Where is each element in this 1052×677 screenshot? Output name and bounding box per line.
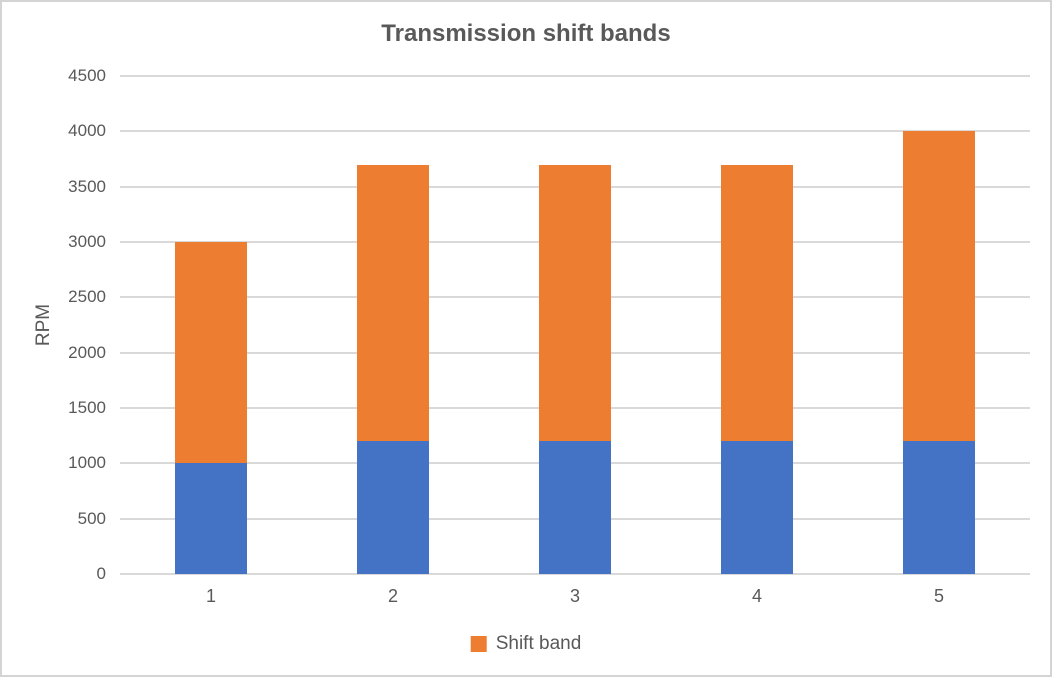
bar-4-segment-shift-band[interactable]: [721, 164, 793, 442]
bar-5-segment-series0[interactable]: [903, 441, 975, 574]
x-axis-tick-label: 3: [569, 586, 581, 606]
plot-area: [120, 75, 1030, 575]
legend-swatch-shift-band[interactable]: [470, 636, 487, 652]
y-axis-tick-labels: 0 500 1000 1500 2000 2500 3000 3500 4000 4500: [2, 66, 106, 583]
x-axis-tick-labels: 1 2 3 4 5: [120, 586, 1030, 610]
y-axis-tick-label: 500: [77, 508, 106, 528]
bar-4-segment-series0[interactable]: [721, 441, 793, 574]
bar-2-segment-shift-band[interactable]: [357, 164, 429, 442]
y-axis-tick-label: 2000: [68, 342, 106, 362]
y-axis-tick-label: 4500: [68, 66, 106, 85]
chart-title: Transmission shift bands: [381, 20, 671, 47]
y-axis-tick-label: 2500: [68, 287, 106, 307]
y-axis-tick-label: 0: [96, 564, 106, 583]
bar-5-segment-shift-band[interactable]: [903, 131, 975, 442]
x-axis-tick-label: 4: [751, 586, 763, 606]
bar-1-segment-series0[interactable]: [175, 463, 247, 574]
x-axis-tick-label: 5: [933, 586, 945, 606]
legend-label[interactable]: Shift band: [495, 633, 582, 654]
x-axis-tick-label: 1: [205, 586, 217, 606]
gridline: [120, 130, 1030, 133]
bar-3-segment-shift-band[interactable]: [539, 164, 611, 442]
bar-2-segment-series0[interactable]: [357, 441, 429, 574]
y-axis-tick-label: 4000: [68, 121, 106, 141]
y-axis-tick-label: 1500: [68, 398, 106, 417]
y-axis-tick-label: 3500: [68, 176, 106, 196]
gridline: [120, 75, 1030, 77]
bar-3-segment-series0[interactable]: [539, 441, 611, 574]
legend[interactable]: Shift band: [470, 633, 582, 655]
bar-1-segment-shift-band[interactable]: [175, 242, 247, 464]
y-axis-tick-label: 1000: [68, 453, 106, 473]
x-axis-tick-label: 2: [387, 586, 399, 606]
y-axis-tick-label: 3000: [68, 232, 106, 251]
gridline: [120, 573, 1030, 575]
